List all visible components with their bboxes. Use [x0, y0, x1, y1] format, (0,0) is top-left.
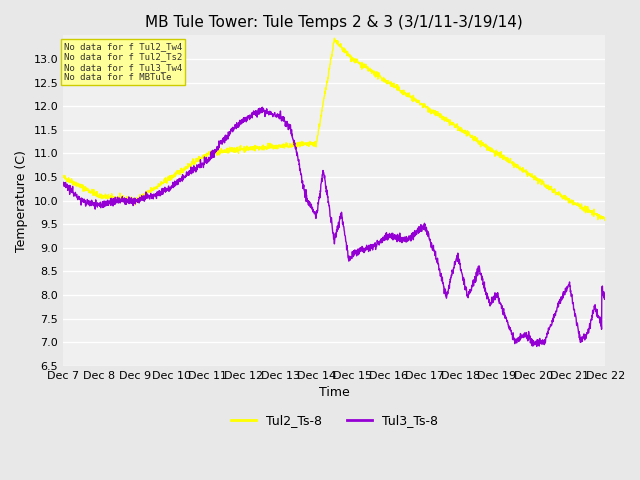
Legend: Tul2_Ts-8, Tul3_Ts-8: Tul2_Ts-8, Tul3_Ts-8	[226, 409, 443, 432]
Title: MB Tule Tower: Tule Temps 2 & 3 (3/1/11-3/19/14): MB Tule Tower: Tule Temps 2 & 3 (3/1/11-…	[145, 15, 523, 30]
Text: No data for f Tul2_Tw4
No data for f Tul2_Ts2
No data for f Tul3_Tw4
No data for: No data for f Tul2_Tw4 No data for f Tul…	[64, 42, 182, 82]
X-axis label: Time: Time	[319, 386, 349, 399]
Y-axis label: Temperature (C): Temperature (C)	[15, 150, 28, 252]
